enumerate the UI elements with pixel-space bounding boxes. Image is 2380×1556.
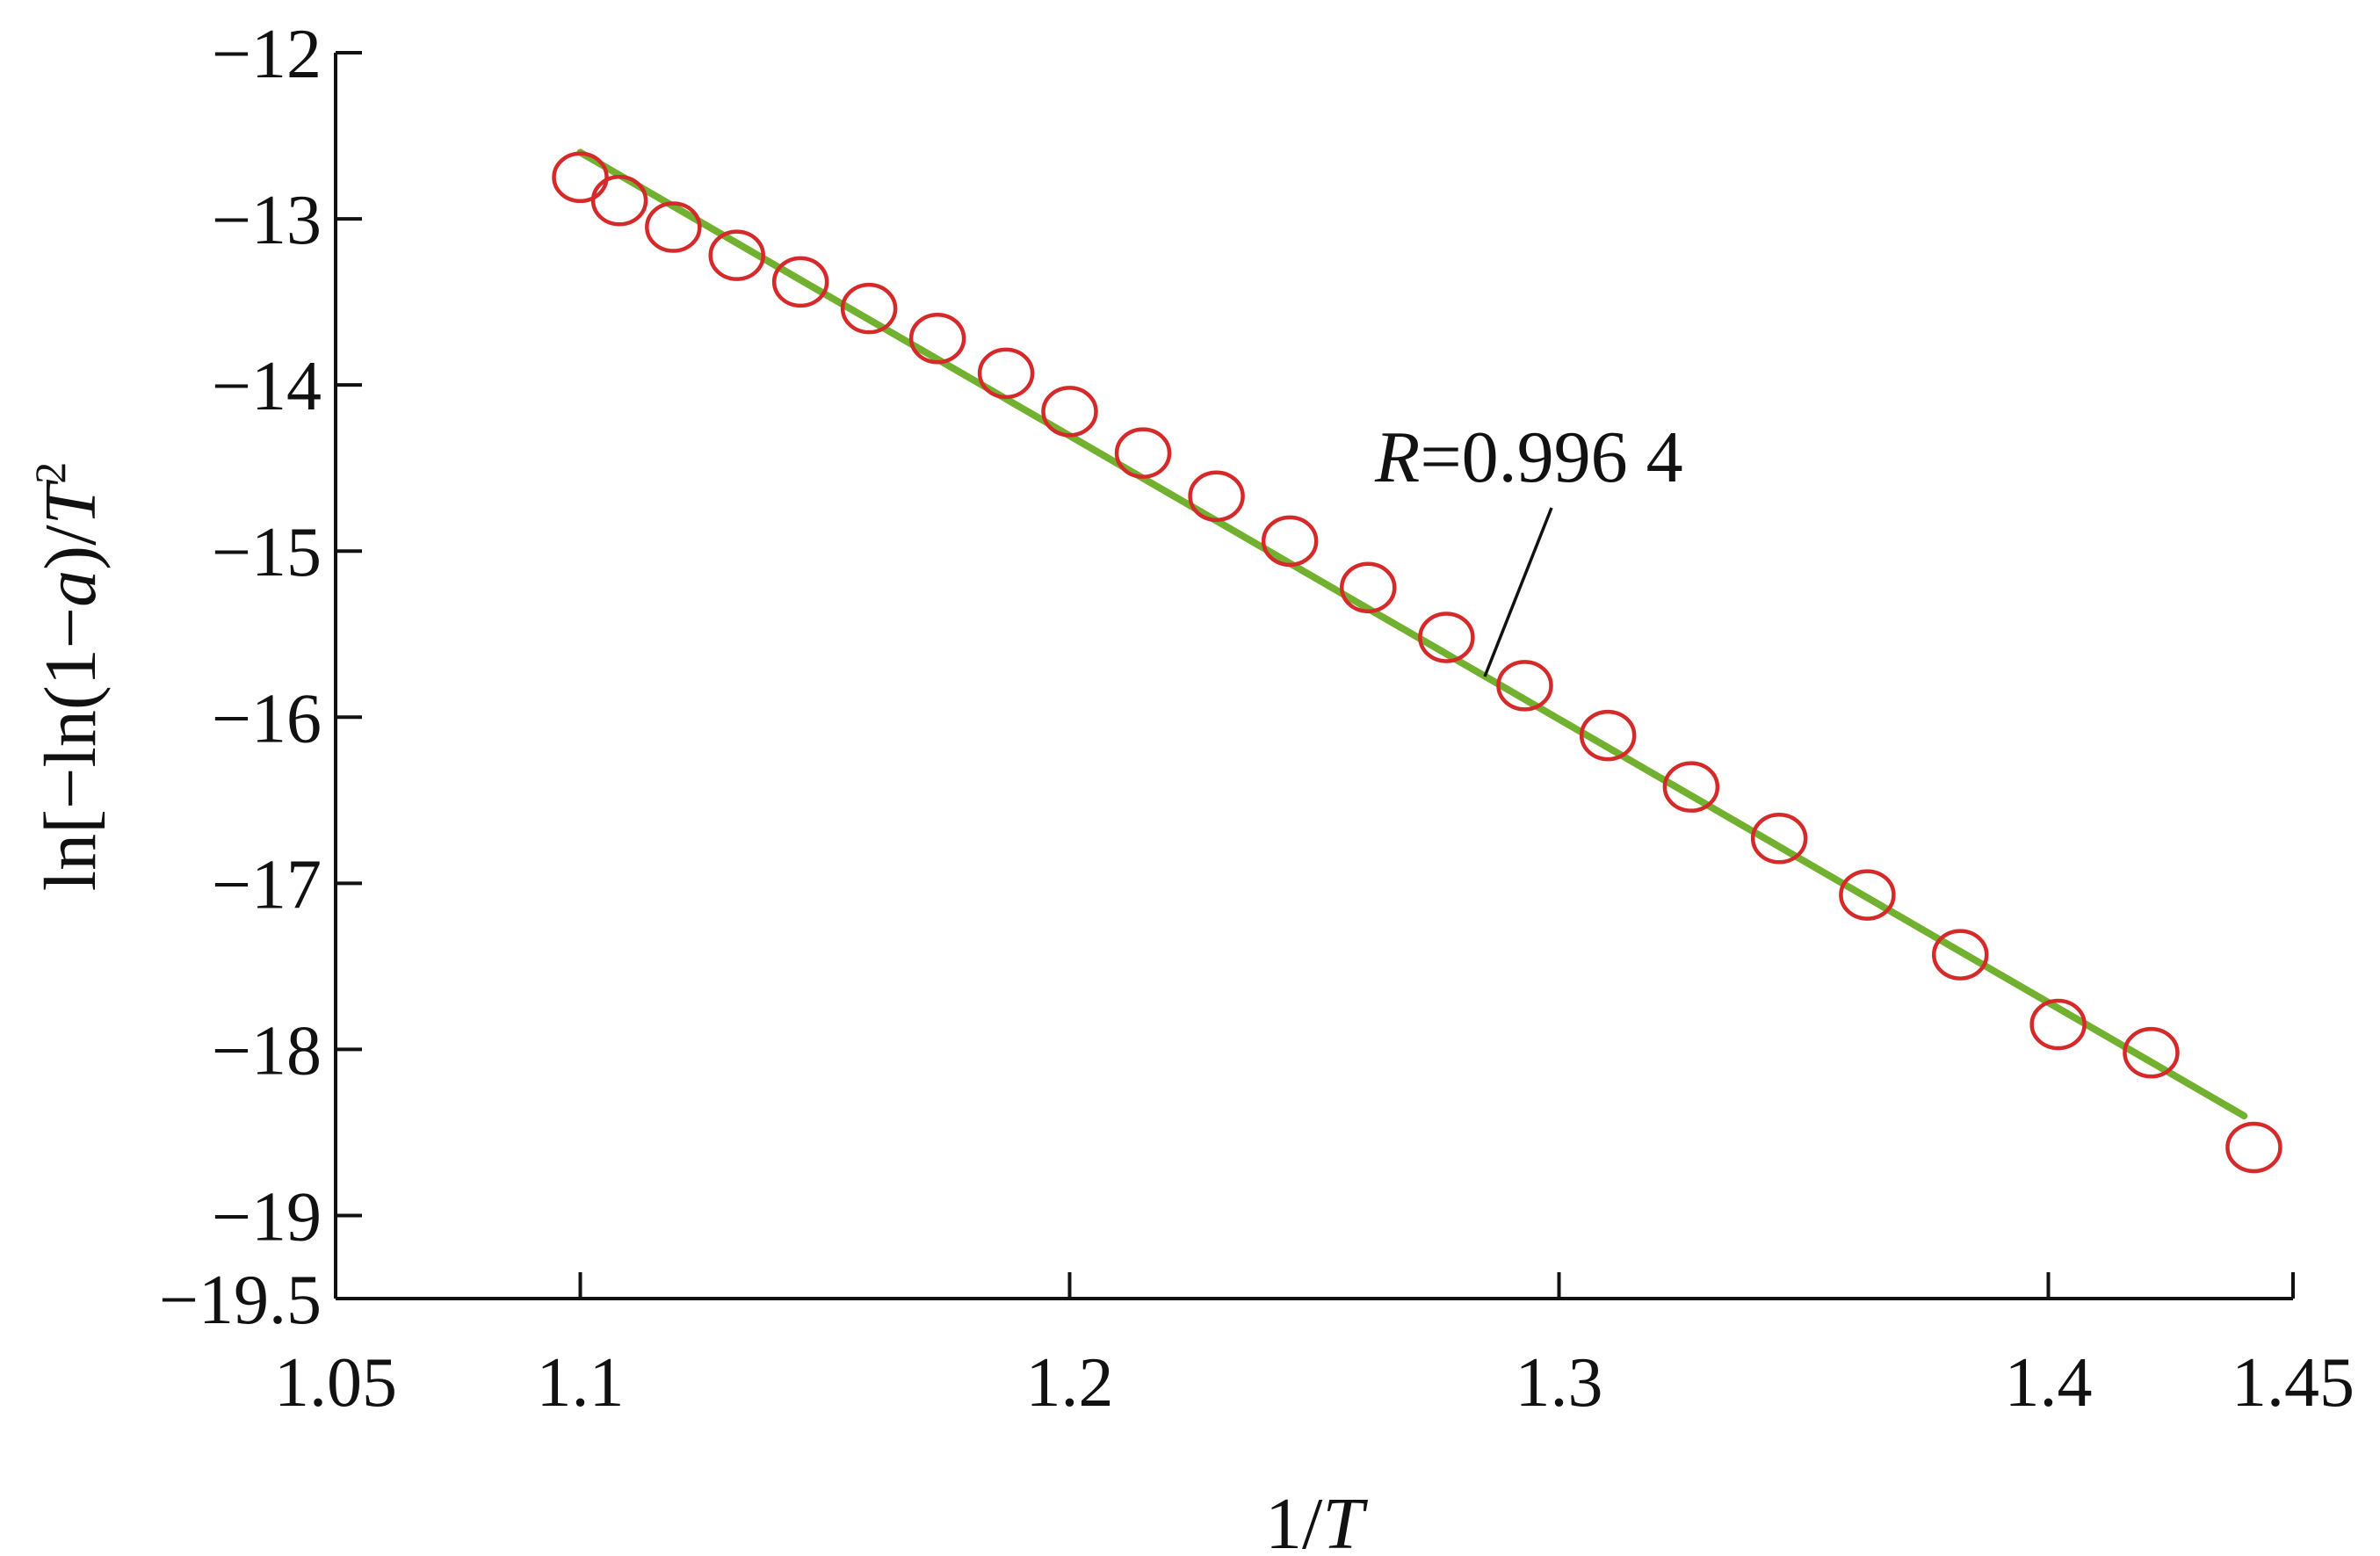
y-axis-title-part2: )/ — [30, 525, 112, 570]
data-point — [2029, 998, 2087, 1051]
y-axis-title: ln[−ln(1−a)/T2 — [25, 462, 112, 891]
data-point — [1931, 929, 1989, 981]
y-axis-title-a: a — [30, 570, 112, 607]
data-point — [2225, 1121, 2282, 1174]
x-tick-label: 1.2 — [1026, 1344, 1114, 1422]
annotation-r-symbol: R — [1374, 416, 1420, 498]
x-tick-label: 1.05 — [274, 1344, 397, 1422]
marker-layer — [552, 151, 2282, 1174]
data-point — [1261, 515, 1319, 568]
data-point — [708, 229, 765, 281]
annotation-leader-line — [1483, 507, 1553, 677]
data-point — [1662, 761, 1720, 813]
x-axis-title-var: T — [1322, 1483, 1368, 1556]
y-tick-label: −12 — [212, 16, 322, 93]
data-point — [1750, 813, 1808, 865]
data-point — [1418, 612, 1475, 663]
fit-layer — [576, 148, 2248, 1120]
y-tick-label: −19 — [212, 1178, 322, 1256]
data-point — [908, 312, 966, 365]
data-point — [977, 347, 1035, 400]
y-tick-label: −16 — [212, 680, 322, 757]
data-point — [1188, 470, 1245, 523]
y-tick-label: −19.5 — [159, 1262, 322, 1339]
data-point — [1340, 561, 1397, 614]
data-point — [590, 175, 648, 227]
fit-annotation: R=0.996 4 — [1374, 416, 1683, 498]
fit-line — [576, 148, 2248, 1120]
data-point — [1496, 660, 1553, 712]
y-ticks: −12 −13 −14 −15 −16 −17 −18 −19−19.5 — [159, 16, 362, 1339]
x-axis-title-prefix: 1/ — [1265, 1483, 1323, 1556]
y-axis-title-part1: ln[−ln(1− — [30, 607, 112, 891]
y-axis-title-T: T — [30, 480, 112, 525]
y-tick-label: −18 — [212, 1012, 322, 1089]
data-point — [645, 201, 702, 253]
annotation-r-value: =0.996 4 — [1420, 416, 1682, 498]
x-axis-title: 1/T — [1265, 1483, 1368, 1556]
data-point — [552, 151, 609, 204]
data-point — [1839, 869, 1896, 921]
x-tick-label: 1.45 — [2232, 1344, 2355, 1422]
x-tick-label: 1.4 — [2005, 1344, 2093, 1422]
y-axis-title-exponent: 2 — [25, 462, 75, 484]
axes — [334, 53, 2293, 1300]
data-point — [1041, 386, 1098, 438]
x-ticks: 1.05 1.1 1.2 1.3 1.4 1.45 — [274, 1272, 2355, 1422]
data-point — [771, 256, 829, 308]
data-point — [1114, 427, 1172, 479]
y-tick-label: −15 — [212, 514, 322, 591]
data-point — [840, 282, 898, 335]
y-tick-label: −14 — [212, 348, 322, 425]
x-tick-label: 1.3 — [1516, 1344, 1603, 1422]
data-point — [1579, 709, 1637, 762]
x-tick-label: 1.1 — [537, 1344, 625, 1422]
y-tick-label: −13 — [212, 182, 322, 259]
data-point — [2123, 1026, 2180, 1079]
y-tick-label: −17 — [212, 846, 322, 923]
